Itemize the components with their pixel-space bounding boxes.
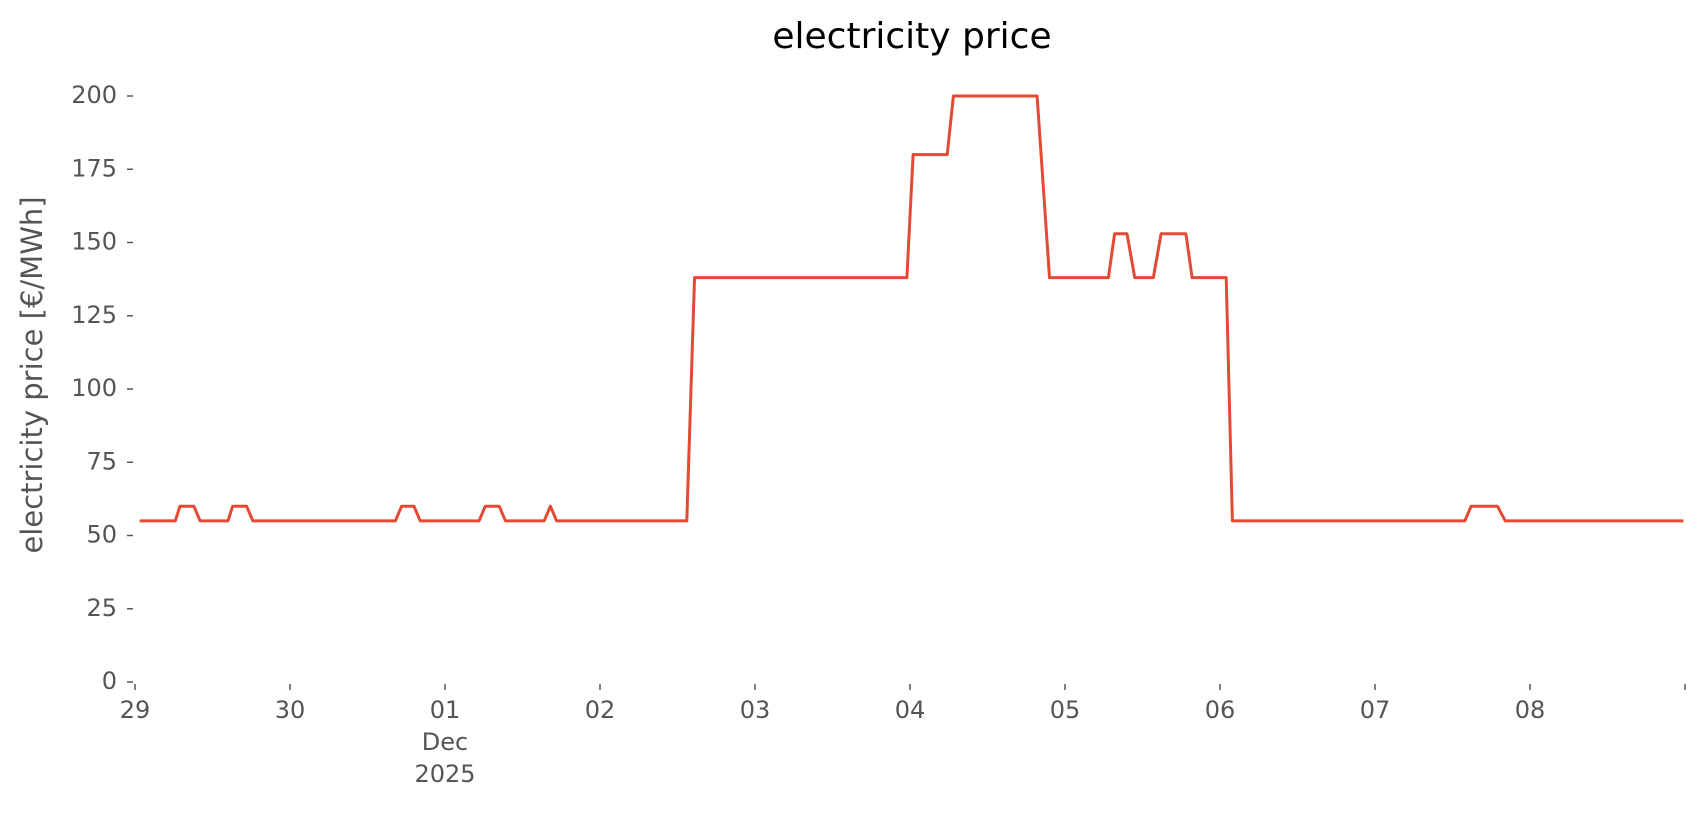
x-tick-label: 05 — [1050, 696, 1081, 724]
y-tick-label: 25 — [86, 594, 117, 622]
x-tick-label: 29 — [120, 696, 151, 724]
y-tick-label: 75 — [86, 447, 117, 475]
x-tick-label: 01 Dec 2025 — [414, 696, 475, 788]
y-axis-label: electricity price [€/MWh] — [15, 196, 49, 553]
y-tick-label: 50 — [86, 521, 117, 549]
x-tick-label: 02 — [585, 696, 616, 724]
y-tick-label: 200 — [71, 81, 117, 109]
line — [139, 94, 1684, 523]
x-tick-label: 30 — [275, 696, 306, 724]
x-tick-label: 06 — [1205, 696, 1236, 724]
y-tick-label: 175 — [71, 154, 117, 182]
y-tick-label: 0 — [102, 667, 117, 695]
x-tick-label: 07 — [1360, 696, 1391, 724]
x-tick-label: 08 — [1515, 696, 1546, 724]
y-tick-label: 150 — [71, 228, 117, 256]
y-tick-label: 100 — [71, 374, 117, 402]
x-tick-label: 03 — [740, 696, 771, 724]
chart-title: electricity price — [772, 16, 1051, 57]
y-tick-label: 125 — [71, 301, 117, 329]
x-tick-label: 04 — [895, 696, 926, 724]
